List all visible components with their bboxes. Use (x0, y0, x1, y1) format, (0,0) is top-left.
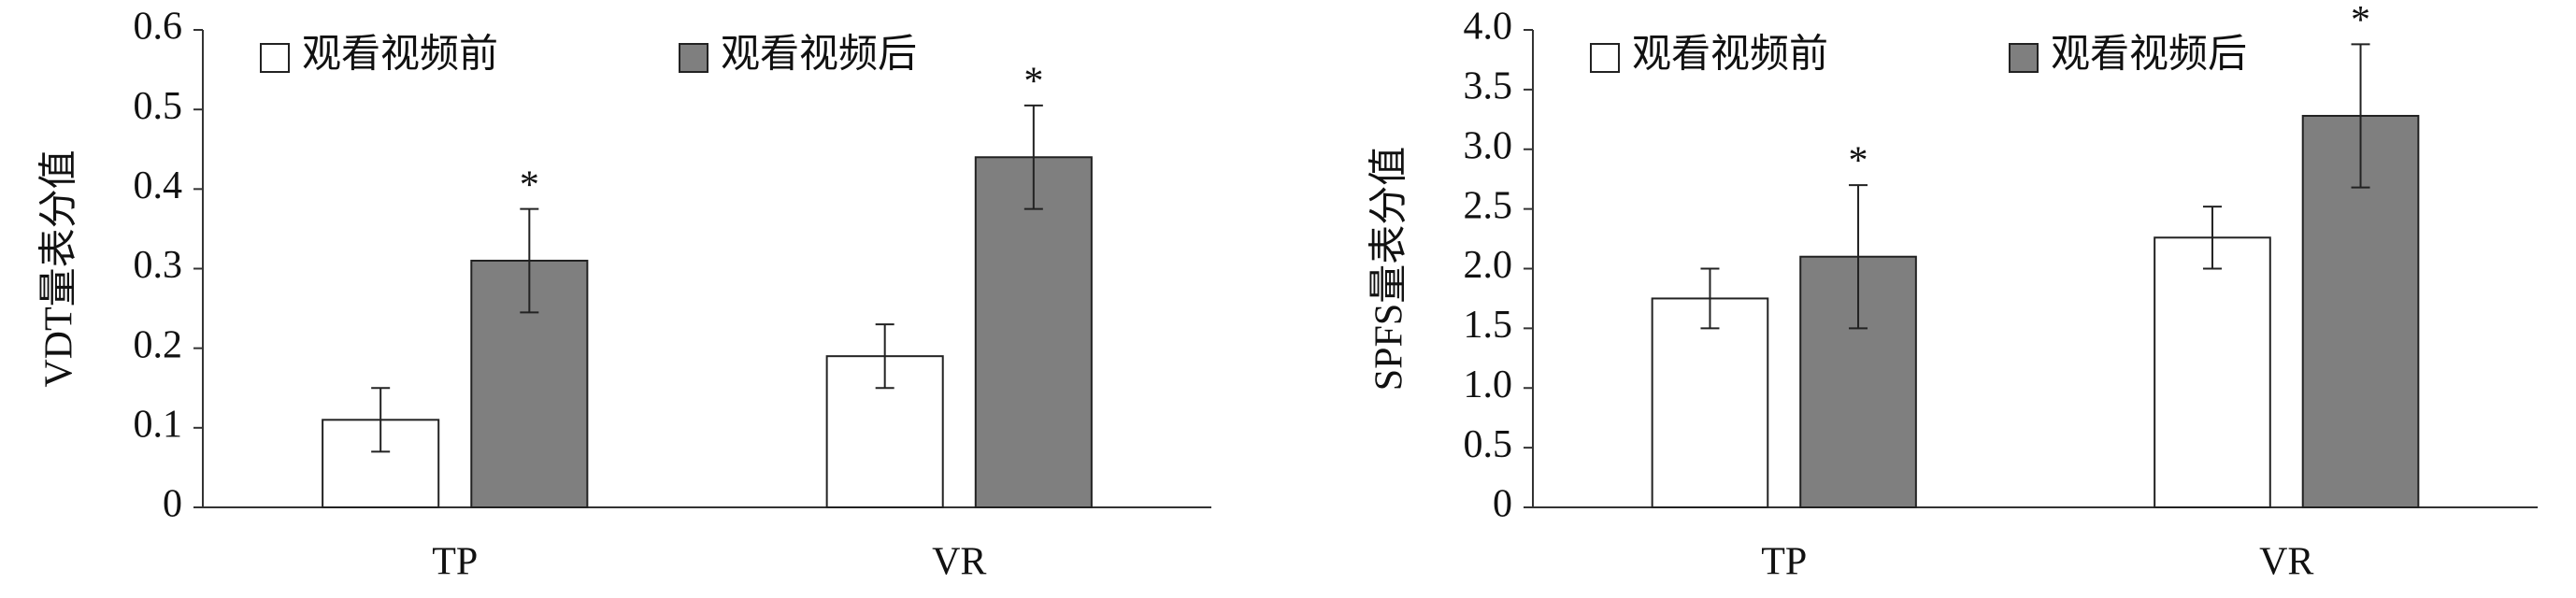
y-tick-label: 0.5 (134, 85, 183, 128)
error-bar (2351, 43, 2370, 189)
significance-mark: * (1023, 61, 1043, 104)
x-tick-label: VR (932, 541, 986, 584)
error-bar (520, 207, 539, 314)
y-tick-label: 1.5 (1464, 304, 1513, 347)
x-tick-label: TP (432, 541, 478, 584)
error-bar (1849, 184, 1868, 330)
y-tick-label: 3.0 (1464, 124, 1513, 167)
legend-swatch (260, 43, 290, 73)
y-tick-label: 0.1 (134, 403, 183, 446)
y-tick-label: 0.6 (134, 6, 183, 49)
significance-mark: * (2351, 0, 2370, 42)
significance-mark: * (1849, 140, 1868, 183)
y-axis-label: SPFS量表分值 (1368, 147, 1411, 391)
bar (974, 156, 1093, 508)
legend-label: 观看视频后 (721, 34, 917, 77)
y-tick-label: 0.2 (134, 323, 183, 366)
error-bar (1023, 104, 1043, 210)
significance-mark: * (520, 164, 539, 206)
legend-swatch (679, 43, 708, 73)
y-tick-label: 0 (163, 483, 182, 526)
legend-label: 观看视频前 (302, 34, 498, 77)
y-tick-label: 0.4 (134, 164, 183, 207)
legend-swatch (2009, 43, 2039, 73)
y-tick-label: 3.5 (1464, 65, 1513, 108)
legend-label: 观看视频前 (1632, 34, 1828, 77)
y-tick-label: 0 (1493, 483, 1512, 526)
legend-label: 观看视频后 (2051, 34, 2247, 77)
error-bar (371, 387, 391, 453)
chart-panel: SPFS量表分值 0 0.5 1.0 1.5 2.0 2.5 3.0 3.5 4.0 TP * VR * 观… (1368, 0, 2538, 584)
chart-panel: VDT量表分值 0 0.1 0.2 0.3 0.4 0.5 0.6 TP * VR * 观看视频前 观看视… (38, 6, 1211, 584)
bar (1651, 297, 1769, 508)
y-tick-label: 0.3 (134, 244, 183, 287)
y-axis-label: VDT量表分值 (38, 150, 81, 387)
error-bar (1700, 267, 1720, 330)
x-tick-label: VR (2259, 541, 2313, 584)
error-bar (2202, 206, 2222, 270)
y-tick-label: 2.0 (1464, 244, 1513, 287)
bar (2154, 236, 2271, 508)
error-bar (875, 323, 894, 390)
legend-swatch (1590, 43, 1620, 73)
y-tick-label: 4.0 (1464, 6, 1513, 49)
x-tick-label: TP (1761, 541, 1807, 584)
y-tick-label: 0.5 (1464, 423, 1513, 466)
y-tick-label: 2.5 (1464, 184, 1513, 227)
y-tick-label: 1.0 (1464, 363, 1513, 406)
